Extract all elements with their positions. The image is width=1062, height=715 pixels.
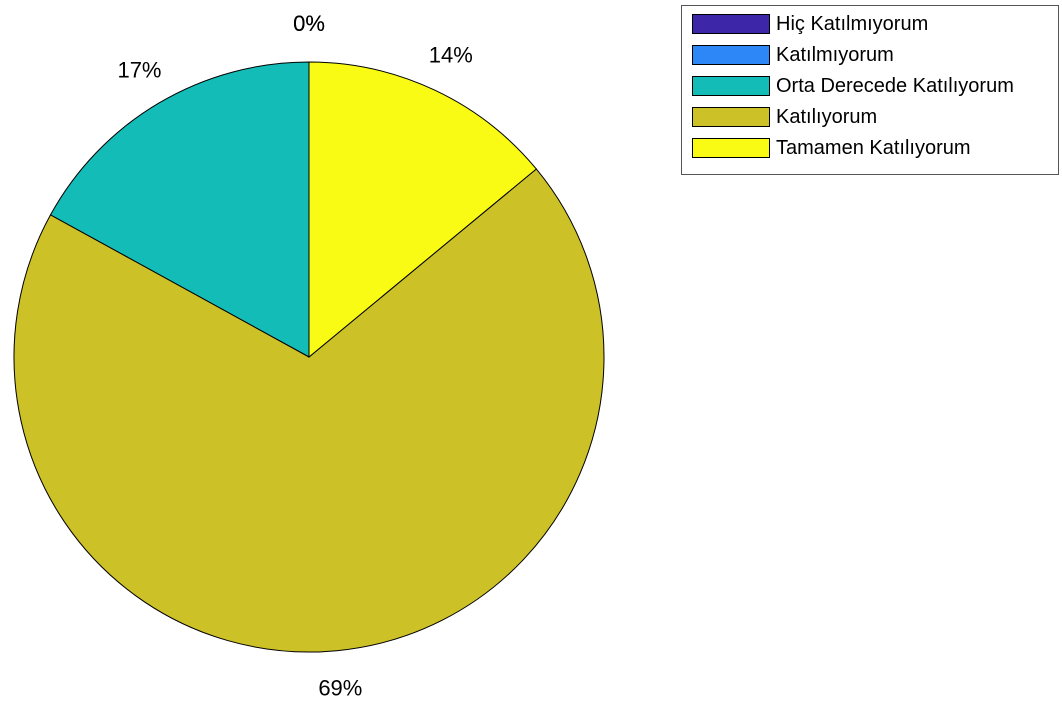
legend-label: Katılıyorum: [776, 105, 878, 128]
pct-label: 14%: [429, 43, 473, 68]
legend-item-orta-derecede-katiliyorum: Orta Derecede Katılıyorum: [692, 73, 1014, 99]
legend-swatch: [692, 138, 770, 158]
legend-label: Orta Derecede Katılıyorum: [776, 74, 1014, 97]
slice-katiliyorum: [13, 168, 605, 653]
legend-item-katiliyorum: Katılıyorum: [692, 104, 877, 130]
legend-item-tamamen-katiliyorum: Tamamen Katılıyorum: [692, 135, 971, 161]
pct-label: 0%: [293, 11, 325, 36]
pie-slices: [13, 61, 605, 653]
legend-swatch: [692, 45, 770, 65]
pie-labels: 0%0%17%69%14%: [117, 11, 472, 701]
pct-label: 0%: [293, 11, 325, 36]
legend-swatch: [692, 107, 770, 127]
pct-label: 17%: [117, 57, 161, 82]
slice-tamamen-katiliyorum: [308, 61, 538, 359]
legend-item-katilmiyorum: Katılmıyorum: [692, 42, 894, 68]
legend-label: Tamamen Katılıyorum: [776, 136, 971, 159]
legend-item-hic-katilmiyorum: Hiç Katılmıyorum: [692, 11, 928, 37]
legend-swatch: [692, 14, 770, 34]
pct-label: 69%: [318, 676, 362, 701]
slice-orta-derecede-katiliyorum: [49, 61, 310, 358]
legend-label: Katılmıyorum: [776, 43, 894, 66]
legend-label: Hiç Katılmıyorum: [776, 12, 929, 35]
legend-swatch: [692, 76, 770, 96]
legend: Hiç Katılmıyorum Katılmıyorum Orta Derec…: [681, 5, 1059, 175]
